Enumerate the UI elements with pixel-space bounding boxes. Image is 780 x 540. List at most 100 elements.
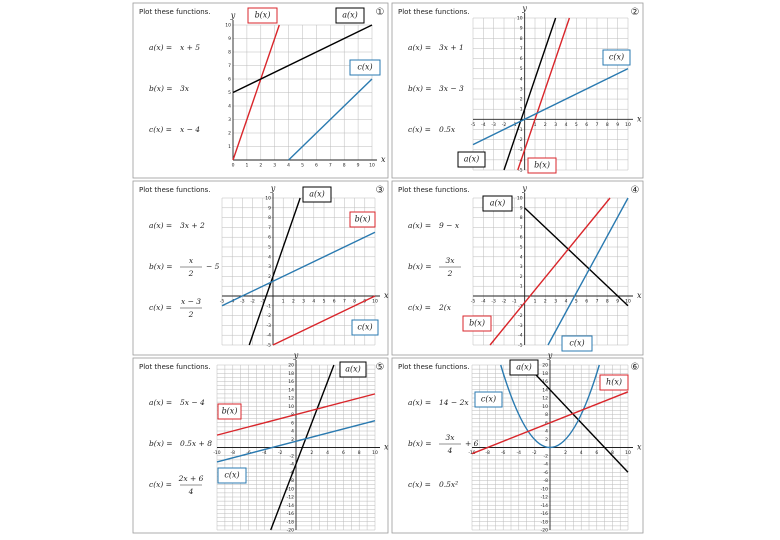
equation-lhs: b(x) = bbox=[408, 439, 432, 448]
fraction-denominator: 4 bbox=[188, 487, 194, 496]
panel-number: ⑥ bbox=[631, 362, 640, 373]
fraction-numerator: 2x + 6 bbox=[178, 474, 204, 483]
fraction-numerator: 3x bbox=[445, 433, 455, 442]
y-tick-label: 5 bbox=[520, 66, 523, 72]
x-tick-label: 2 bbox=[544, 299, 547, 305]
y-tick-label: 4 bbox=[291, 429, 294, 435]
function-label-box bbox=[602, 49, 631, 66]
y-tick-label: -20 bbox=[541, 528, 548, 534]
y-tick-label: -3 bbox=[518, 323, 523, 329]
y-tick-label: 8 bbox=[520, 215, 523, 221]
x-tick-label: 10 bbox=[625, 450, 631, 456]
x-tick-label: 5 bbox=[301, 163, 304, 169]
function-label: b(x) bbox=[534, 161, 550, 170]
x-tick-label: 10 bbox=[372, 450, 378, 456]
x-tick-label: 4 bbox=[580, 450, 583, 456]
y-tick-label: -5 bbox=[518, 343, 523, 349]
function-line bbox=[216, 393, 376, 436]
function-line bbox=[547, 197, 629, 346]
x-tick-label: -5 bbox=[471, 122, 476, 128]
y-tick-label: 3 bbox=[520, 264, 523, 270]
y-tick-label: 2 bbox=[268, 274, 271, 280]
fraction-numerator: x bbox=[189, 256, 194, 265]
y-tick-label: -18 bbox=[541, 519, 548, 525]
fraction-numerator: 3x bbox=[445, 256, 455, 265]
y-tick-label: -2 bbox=[267, 313, 272, 319]
x-tick-label: 1 bbox=[534, 122, 537, 128]
function-label: c(x) bbox=[224, 471, 239, 480]
x-tick-label: 6 bbox=[333, 299, 336, 305]
y-tick-label: 2 bbox=[291, 437, 294, 443]
function-label-box bbox=[247, 7, 278, 24]
y-tick-label: 4 bbox=[228, 104, 231, 110]
y-tick-label: 1 bbox=[520, 284, 523, 290]
x-tick-label: 1 bbox=[282, 299, 285, 305]
panel: Plot these functions. ⑤ a(x) = 5x − 4 b(x) =… bbox=[132, 351, 389, 534]
function-line bbox=[272, 295, 376, 346]
equation-lhs: b(x) = bbox=[149, 262, 173, 271]
y-tick-label: 8 bbox=[520, 36, 523, 42]
panel-number: ④ bbox=[631, 185, 640, 196]
y-tick-label: 2 bbox=[228, 131, 231, 137]
y-tick-label: -14 bbox=[287, 503, 294, 509]
function-line bbox=[489, 197, 611, 346]
function-line bbox=[524, 207, 629, 307]
y-tick-label: 6 bbox=[545, 420, 548, 426]
equation-lhs: a(x) = bbox=[408, 43, 431, 52]
x-tick-label: 1 bbox=[534, 299, 537, 305]
y-tick-label: 10 bbox=[542, 404, 548, 410]
fraction-numerator: x − 3 bbox=[181, 297, 201, 306]
function-label-box bbox=[217, 403, 242, 420]
function-label: b(x) bbox=[355, 215, 371, 224]
x-tick-label: -1 bbox=[512, 299, 517, 305]
x-tick-label: 6 bbox=[342, 450, 345, 456]
y-tick-label: 20 bbox=[288, 363, 294, 369]
y-tick-label: 9 bbox=[268, 205, 271, 211]
equation-lhs: a(x) = bbox=[149, 43, 172, 52]
y-tick-label: -5 bbox=[267, 343, 272, 349]
equation-lhs: b(x) = bbox=[149, 439, 173, 448]
equation-rhs: x + 5 bbox=[180, 43, 200, 52]
x-tick-label: -4 bbox=[481, 122, 486, 128]
y-tick-label: 6 bbox=[291, 420, 294, 426]
function-label-box bbox=[349, 59, 381, 76]
x-tick-label: 7 bbox=[343, 299, 346, 305]
function-label: a(x) bbox=[345, 365, 361, 374]
y-tick-label: 1 bbox=[228, 144, 231, 150]
panel-border bbox=[132, 2, 389, 179]
x-axis-label: x bbox=[637, 443, 642, 452]
y-axis-label: y bbox=[270, 184, 276, 193]
function-label-box bbox=[349, 211, 376, 228]
function-label: c(x) bbox=[357, 323, 372, 332]
equation-rhs: 0.5x² bbox=[439, 480, 458, 489]
y-tick-label: 5 bbox=[228, 90, 231, 96]
panel-border bbox=[391, 180, 644, 356]
x-tick-label: 5 bbox=[575, 122, 578, 128]
y-tick-label: -4 bbox=[267, 333, 272, 339]
function-line bbox=[232, 24, 280, 161]
x-tick-label: -3 bbox=[491, 122, 496, 128]
x-tick-label: 2 bbox=[310, 450, 313, 456]
y-tick-label: -12 bbox=[541, 495, 548, 501]
y-tick-label: 20 bbox=[542, 363, 548, 369]
equation-lhs: a(x) = bbox=[149, 398, 172, 407]
x-tick-label: 8 bbox=[606, 122, 609, 128]
function-label: a(x) bbox=[342, 11, 358, 20]
function-label: a(x) bbox=[309, 190, 325, 199]
y-tick-label: 2 bbox=[520, 274, 523, 280]
y-tick-label: 9 bbox=[228, 36, 231, 42]
panel-title: Plot these functions. bbox=[139, 363, 211, 371]
x-tick-label: 9 bbox=[616, 299, 619, 305]
y-tick-label: -1 bbox=[518, 303, 523, 309]
equation-lhs: b(x) = bbox=[149, 84, 173, 93]
x-tick-label: 8 bbox=[343, 163, 346, 169]
y-tick-label: -4 bbox=[544, 462, 549, 468]
function-label-box bbox=[561, 335, 593, 352]
y-tick-label: 3 bbox=[268, 264, 271, 270]
equation-lhs: a(x) = bbox=[408, 398, 431, 407]
function-line bbox=[221, 231, 376, 307]
x-tick-label: 10 bbox=[625, 122, 631, 128]
x-tick-label: 7 bbox=[329, 163, 332, 169]
equation-lhs: b(x) = bbox=[408, 84, 432, 93]
